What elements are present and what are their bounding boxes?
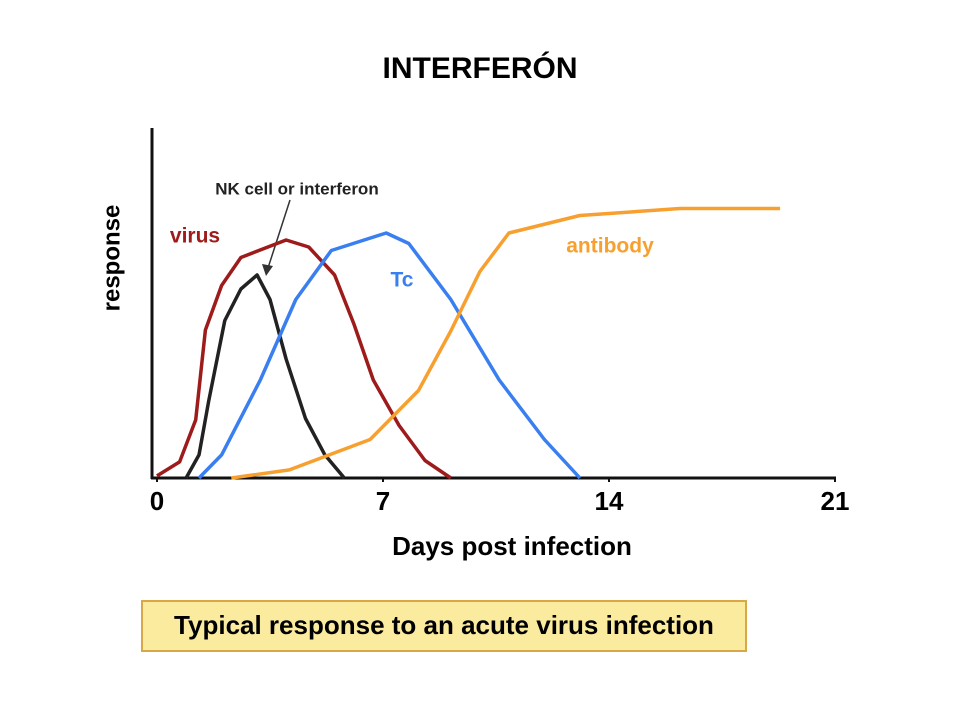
x-tick-label: 0	[150, 486, 164, 516]
chart-title: INTERFERÓN	[383, 51, 578, 85]
series-line	[197, 231, 582, 480]
series-label: virus	[170, 225, 220, 248]
series-label: Tc	[391, 269, 414, 292]
annotation-arrow	[267, 199, 291, 269]
x-tick-label: 21	[821, 486, 850, 516]
series-label: NK cell or interferon	[215, 179, 378, 198]
arrow-head	[262, 264, 273, 276]
series-line	[231, 206, 781, 480]
caption-box	[141, 600, 747, 652]
x-axis-label: Days post infection	[392, 531, 632, 561]
series-line	[156, 238, 452, 480]
series-line	[184, 273, 346, 480]
y-axis-label: response	[98, 205, 125, 312]
caption: Typical response to an acute virus infec…	[174, 610, 714, 640]
x-tick-label: 7	[376, 486, 390, 516]
x-tick-label: 14	[595, 486, 624, 516]
series-label: antibody	[566, 235, 654, 258]
